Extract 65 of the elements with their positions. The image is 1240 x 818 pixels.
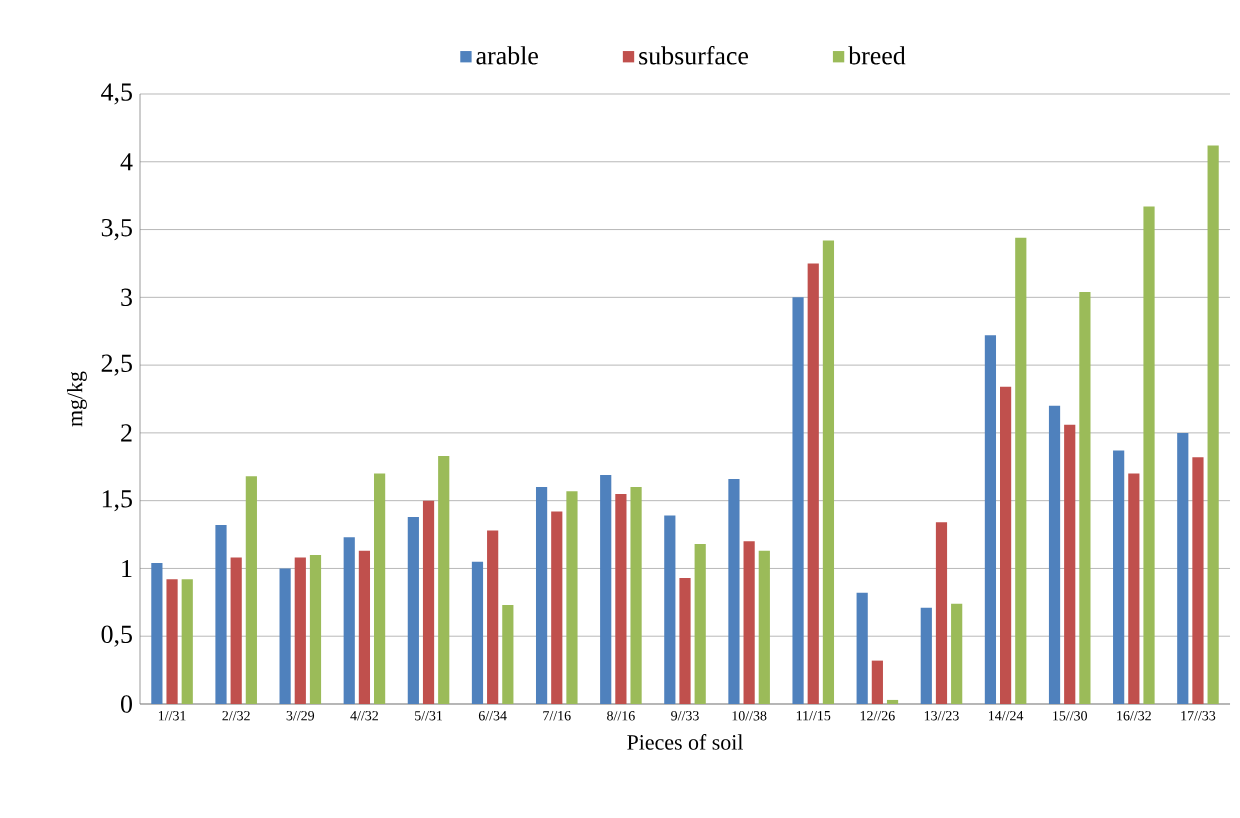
bar	[822, 240, 835, 704]
bar	[487, 530, 499, 704]
bar	[471, 561, 484, 704]
bar	[1177, 432, 1189, 704]
bar	[294, 557, 306, 704]
bar	[920, 607, 932, 704]
bar	[1113, 450, 1125, 704]
bar	[309, 554, 322, 704]
bar	[807, 263, 819, 704]
bar	[181, 579, 193, 704]
bar	[1079, 291, 1091, 704]
bar	[871, 660, 883, 704]
y-tick-label: 0,5	[101, 625, 132, 647]
bar	[792, 297, 804, 704]
bar	[151, 563, 163, 704]
legend-label: breed	[848, 46, 906, 65]
bar	[664, 515, 676, 704]
bar	[279, 568, 291, 704]
y-tick-label: 2,5	[101, 354, 132, 376]
bar	[535, 487, 548, 704]
bar	[615, 493, 627, 704]
bar	[856, 592, 868, 704]
bar	[566, 491, 578, 704]
bar	[166, 579, 178, 704]
bar	[1207, 145, 1219, 704]
bar	[1143, 206, 1155, 704]
bar	[679, 577, 691, 704]
bar	[358, 550, 371, 704]
bar	[422, 500, 435, 704]
x-axis-title: Pieces of soil	[627, 734, 743, 750]
bar	[343, 537, 355, 704]
bar	[984, 335, 997, 704]
y-tick-label: 4	[120, 153, 133, 171]
y-tick-label: 1	[122, 559, 132, 577]
bar	[245, 476, 257, 704]
bar	[600, 474, 612, 704]
bar	[1128, 473, 1140, 704]
bar	[935, 522, 948, 704]
legend-label: arable	[476, 46, 538, 65]
y-tick-label: 4,5	[101, 83, 132, 105]
bar	[743, 541, 755, 704]
bar	[694, 544, 706, 704]
y-tick-label: 0	[121, 695, 132, 713]
y-tick-label: 3,5	[101, 218, 132, 241]
bar	[758, 550, 770, 704]
y-tick-label: 3	[121, 288, 132, 307]
bar	[630, 487, 642, 704]
y-tick-label: 2	[121, 424, 132, 442]
bar	[1015, 237, 1027, 704]
bar	[1048, 405, 1061, 704]
bar	[230, 557, 242, 704]
bar	[502, 605, 514, 704]
bar	[1064, 424, 1076, 704]
bar	[728, 478, 740, 704]
bar	[1192, 457, 1204, 704]
bar	[1000, 386, 1012, 704]
bar	[951, 603, 963, 704]
bar	[374, 473, 386, 704]
bar	[407, 516, 419, 704]
bar	[215, 525, 227, 704]
bar	[551, 511, 563, 704]
y-axis-title: mg/kg	[66, 371, 87, 427]
bar	[438, 455, 450, 704]
legend-label: subsurface	[639, 46, 749, 65]
y-tick-label: 1,5	[102, 490, 132, 512]
